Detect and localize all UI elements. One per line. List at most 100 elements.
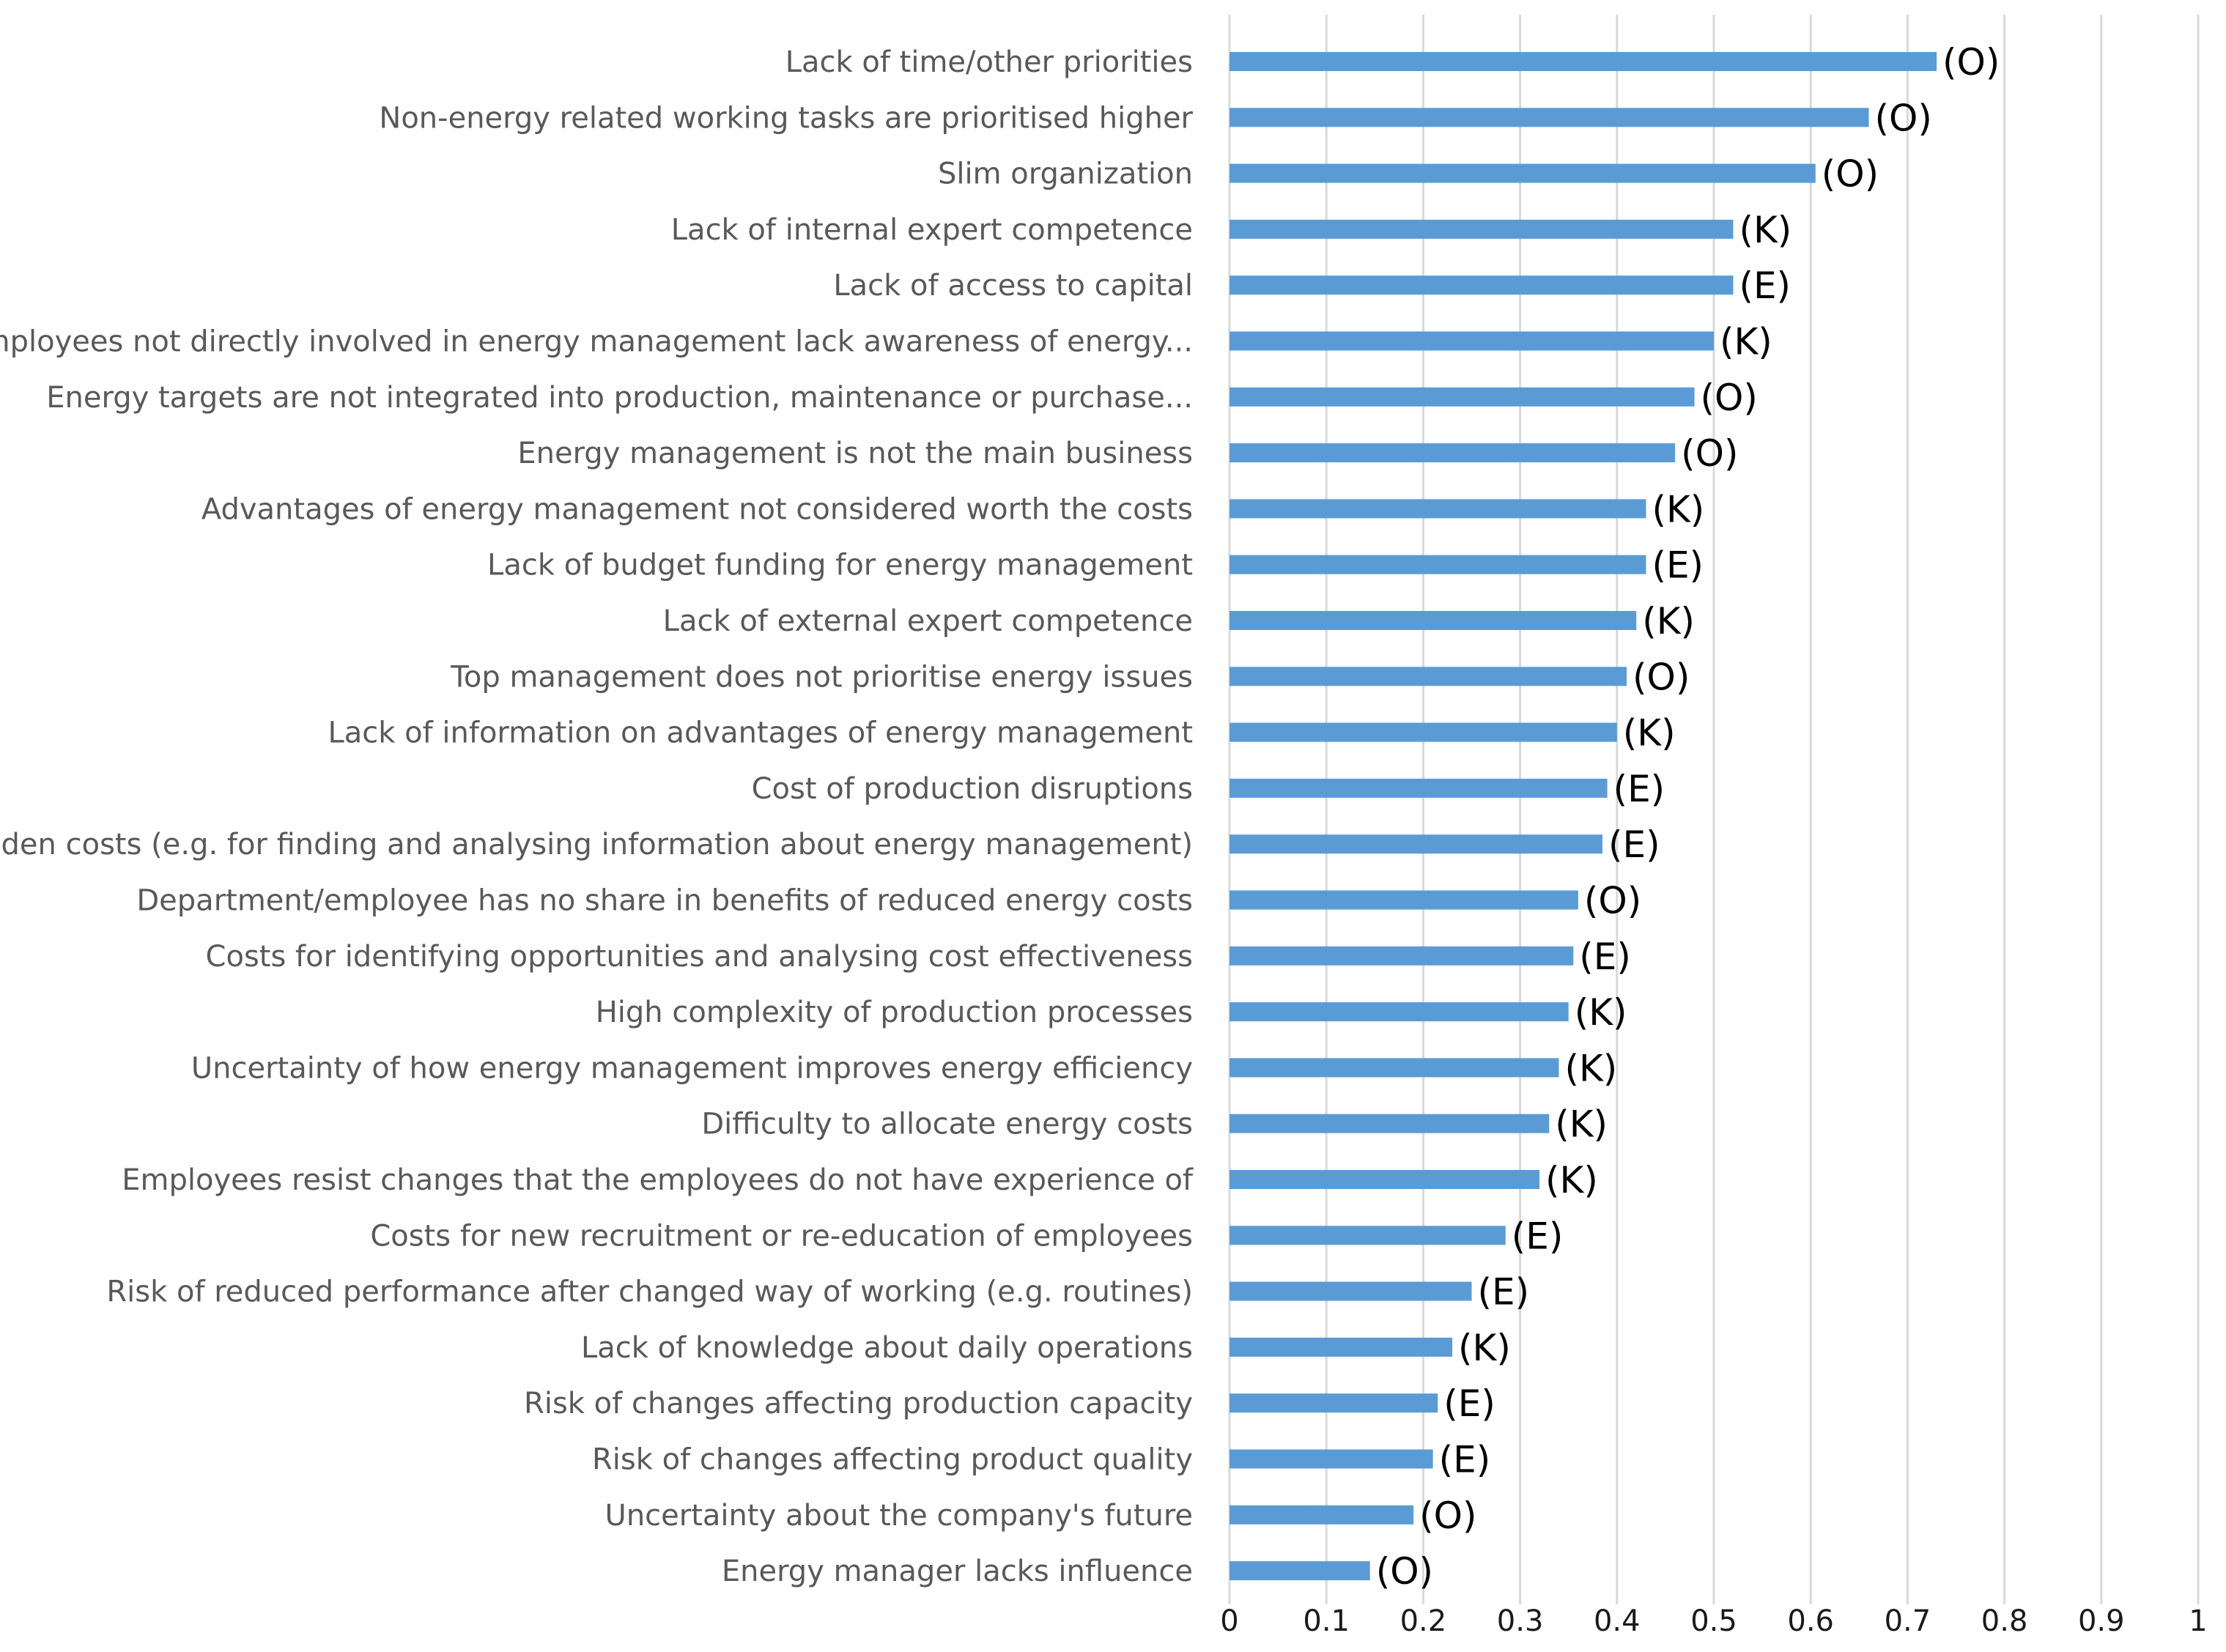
x-tick-label: 0.2 [1400, 1604, 1447, 1638]
bar-tag-label: (E) [1443, 1382, 1495, 1425]
bar-tag-label: (K) [1545, 1159, 1598, 1201]
bar [1230, 667, 1627, 686]
x-tick-label: 0.4 [1594, 1604, 1641, 1638]
bar-tag-label: (O) [1584, 880, 1641, 922]
category-label: Slim organization [938, 158, 1193, 191]
bar-tag-label: (K) [1564, 1047, 1617, 1089]
category-label: Energy management is not the main busine… [517, 437, 1193, 470]
category-label: Lack of budget funding for energy manage… [487, 549, 1193, 582]
bar-tag-label: (E) [1478, 1271, 1530, 1314]
bar [1230, 387, 1695, 407]
category-label: Lack of time/other priorities [785, 45, 1193, 79]
bar-tag-label: (K) [1720, 321, 1772, 363]
category-label-layer: Lack of time/other priorities Non-energy … [0, 45, 1194, 1588]
bar [1230, 219, 1734, 239]
category-label: Lack of knowledge about daily operations [581, 1331, 1193, 1365]
bar-tag-label: (K) [1458, 1327, 1511, 1369]
category-label: Uncertainty of how energy management imp… [191, 1051, 1193, 1085]
bar-tag-label: (E) [1613, 768, 1665, 810]
x-tick-label: 1 [2189, 1604, 2207, 1638]
tag-label-layer: (O)(O)(O)(K)(E)(K)(O)(O)(K)(E)(K)(O)(K)(… [1376, 41, 2000, 1593]
bar [1230, 163, 1816, 183]
category-label: Energy targets are not integrated into p… [46, 381, 1193, 415]
category-label: Uncertainty about the company's future [605, 1499, 1193, 1533]
bar [1230, 1170, 1540, 1189]
bar-tag-label: (E) [1512, 1215, 1564, 1257]
bar-tag-label: (O) [1419, 1494, 1476, 1537]
category-label: High complexity of production processes [596, 996, 1193, 1029]
x-tick-label: 0.1 [1303, 1604, 1350, 1638]
bar [1230, 1393, 1438, 1413]
category-label: Costs for new recruitment or re-educatio… [370, 1219, 1193, 1253]
x-tick-layer: 0 0.1 0.2 0.3 0.4 0.5 0.6 0.7 0.8 0.9 1 [1220, 1604, 2207, 1638]
bar-tag-label: (O) [1681, 432, 1738, 475]
category-label: Risk of reduced performance after change… [106, 1275, 1193, 1309]
bar [1230, 108, 1869, 127]
category-label: Risk of changes affecting production cap… [524, 1387, 1193, 1421]
bar [1230, 443, 1676, 463]
category-label: Risk of changes affecting product qualit… [592, 1443, 1193, 1477]
bar [1230, 275, 1734, 295]
x-tick-label: 0.5 [1690, 1604, 1737, 1638]
x-tick-label: 0 [1220, 1604, 1238, 1638]
bar [1230, 1058, 1559, 1078]
bar-tag-label: (E) [1608, 823, 1660, 866]
bar-tag-label: (E) [1579, 936, 1631, 978]
bar-layer [1230, 52, 1937, 1581]
bar [1230, 331, 1714, 351]
bar [1230, 1002, 1569, 1022]
category-label: Energy manager lacks influence [722, 1555, 1193, 1588]
bar [1230, 890, 1578, 910]
bar-tag-label: (O) [1822, 153, 1879, 196]
category-label: Lack of external expert competence [663, 604, 1193, 638]
bar-tag-label: (K) [1623, 712, 1676, 755]
bar-tag-label: (E) [1739, 264, 1791, 307]
bar [1230, 1561, 1370, 1581]
bar [1230, 834, 1602, 854]
bar [1230, 555, 1646, 574]
category-label: Costs for identifying opportunities and … [206, 940, 1193, 974]
x-tick-label: 0.3 [1497, 1604, 1544, 1638]
bar [1230, 946, 1574, 966]
category-label: Non-energy related working tasks are pri… [379, 101, 1193, 135]
bar-tag-label: (E) [1439, 1439, 1491, 1481]
category-label: Lack of internal expert competence [671, 213, 1193, 247]
category-label: Advantages of energy management not cons… [201, 492, 1193, 526]
bar [1230, 1226, 1506, 1245]
category-label: Employees resist changes that the employ… [122, 1163, 1194, 1197]
bar [1230, 1505, 1414, 1525]
category-label: Top management does not prioritise energ… [450, 660, 1193, 694]
category-label: Difficulty to allocate energy costs [701, 1108, 1193, 1141]
bar [1230, 52, 1937, 71]
bar-tag-label: (O) [1376, 1550, 1433, 1593]
category-label: Lack of access to capital [833, 269, 1193, 303]
bar-tag-label: (E) [1652, 544, 1704, 587]
bar [1230, 611, 1637, 630]
bar [1230, 778, 1608, 798]
bar-tag-label: (K) [1739, 209, 1791, 251]
bar-tag-label: (K) [1575, 991, 1627, 1034]
x-tick-label: 0.9 [2078, 1604, 2125, 1638]
bar-tag-label: (O) [1942, 41, 2000, 84]
category-label: Hidden costs (e.g. for finding and analy… [0, 828, 1193, 862]
bar-tag-label: (K) [1555, 1103, 1608, 1146]
category-label: Lack of information on advantages of ene… [328, 716, 1193, 750]
bar-tag-label: (O) [1875, 97, 1932, 139]
bar-tag-label: (K) [1642, 600, 1695, 642]
x-tick-label: 0.8 [1981, 1604, 2028, 1638]
x-tick-label: 0.7 [1885, 1604, 1931, 1638]
bar-tag-label: (O) [1632, 656, 1690, 698]
grid-layer [1228, 15, 2200, 1604]
bar-tag-label: (O) [1701, 377, 1758, 419]
category-label: Employees not directly involved in energ… [0, 325, 1193, 359]
bar [1230, 722, 1617, 742]
bar [1230, 1337, 1453, 1357]
category-label: Department/employee has no share in bene… [136, 884, 1193, 918]
category-label: Cost of production disruptions [752, 772, 1193, 806]
x-tick-label: 0.6 [1787, 1604, 1834, 1638]
bar [1230, 1114, 1550, 1133]
bar [1230, 1281, 1472, 1301]
bar [1230, 499, 1646, 519]
